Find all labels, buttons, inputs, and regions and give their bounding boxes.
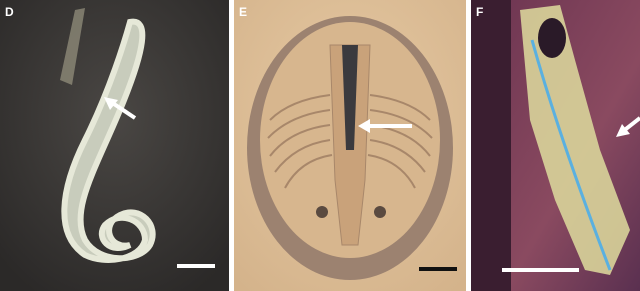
arrow-head	[104, 97, 118, 110]
panel-d: D	[0, 0, 229, 291]
blue-trace	[530, 39, 612, 271]
fossil	[520, 5, 630, 275]
scale-bar	[502, 268, 579, 272]
gut	[342, 45, 358, 150]
shadow	[471, 0, 511, 291]
panel-label: D	[5, 5, 14, 19]
panel-label: F	[476, 5, 483, 19]
scale-bar	[177, 264, 215, 268]
fossil	[61, 18, 156, 263]
panel-f: F	[471, 0, 640, 291]
panel-label: E	[239, 5, 247, 19]
arrow-head	[358, 119, 370, 133]
scale-bar	[419, 267, 457, 271]
fossil-fragment	[60, 8, 85, 85]
spot	[316, 206, 328, 218]
panel-e: E	[234, 0, 466, 291]
dark-spot	[538, 18, 566, 58]
spot	[374, 206, 386, 218]
arrow-head	[616, 124, 630, 137]
pleurae	[267, 94, 433, 189]
